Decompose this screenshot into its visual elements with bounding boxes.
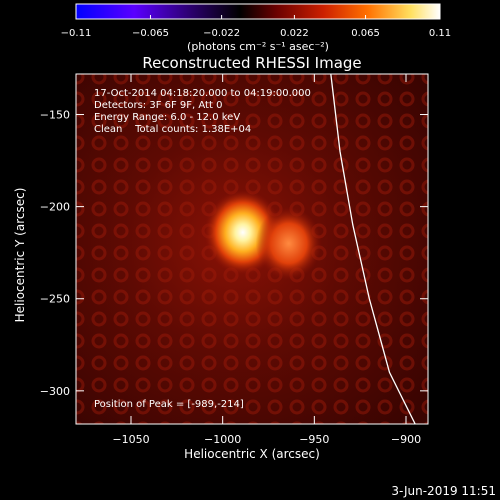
annotation-detectors: Detectors: 3F 6F 9F, Att 0 xyxy=(94,100,222,111)
annotation-block: 17-Oct-2014 04:18:20.000 to 04:19:00.000… xyxy=(94,88,311,135)
y-tick-label: −200 xyxy=(40,201,70,214)
x-tick-label: −950 xyxy=(299,433,329,446)
image-plot-area xyxy=(76,74,428,424)
annotation-clean-counts: Clean Total counts: 1.38E+04 xyxy=(94,124,251,135)
annotation-energy-range: Energy Range: 6.0 - 12.0 keV xyxy=(94,112,240,123)
y-tick-label: −250 xyxy=(40,293,70,306)
colorbar-tick-label: 0.11 xyxy=(429,28,451,39)
x-axis-ticks: −1050 −1000 −950 −900 xyxy=(112,74,421,446)
x-tick-label: −1050 xyxy=(112,433,149,446)
colorbar xyxy=(75,3,441,20)
colorbar-tick-label: −0.11 xyxy=(61,28,92,39)
colorbar-ticks: −0.11 −0.065 −0.022 0.022 0.065 0.11 xyxy=(61,15,451,39)
y-tick-label: −300 xyxy=(40,385,70,398)
peak-position-label: Position of Peak = [-989,-214] xyxy=(94,399,244,410)
annotation-time-range: 17-Oct-2014 04:18:20.000 to 04:19:00.000 xyxy=(94,88,311,99)
x-axis-label: Heliocentric X (arcsec) xyxy=(184,447,320,461)
x-tick-label: −900 xyxy=(391,433,421,446)
y-axis-label: Heliocentric Y (arcsec) xyxy=(13,188,27,323)
solar-limb-curve xyxy=(330,74,416,424)
colorbar-units-label: (photons cm⁻² s⁻¹ asec⁻²) xyxy=(187,40,329,53)
footer-date: 3-Jun-2019 11:51 xyxy=(391,484,496,498)
x-tick-label: −1000 xyxy=(204,433,241,446)
y-axis-ticks: −150 −200 −250 −300 xyxy=(40,109,428,398)
colorbar-tick-label: 0.065 xyxy=(351,28,380,39)
colorbar-tick-label: −0.022 xyxy=(203,28,240,39)
y-tick-label: −150 xyxy=(40,109,70,122)
plot-frame xyxy=(75,73,429,425)
colorbar-tick-label: −0.065 xyxy=(132,28,169,39)
colorbar-tick-label: 0.022 xyxy=(280,28,309,39)
chart-title: Reconstructed RHESSI Image xyxy=(142,54,361,72)
secondary-flare-source xyxy=(255,207,322,280)
sources-layer xyxy=(204,190,322,280)
